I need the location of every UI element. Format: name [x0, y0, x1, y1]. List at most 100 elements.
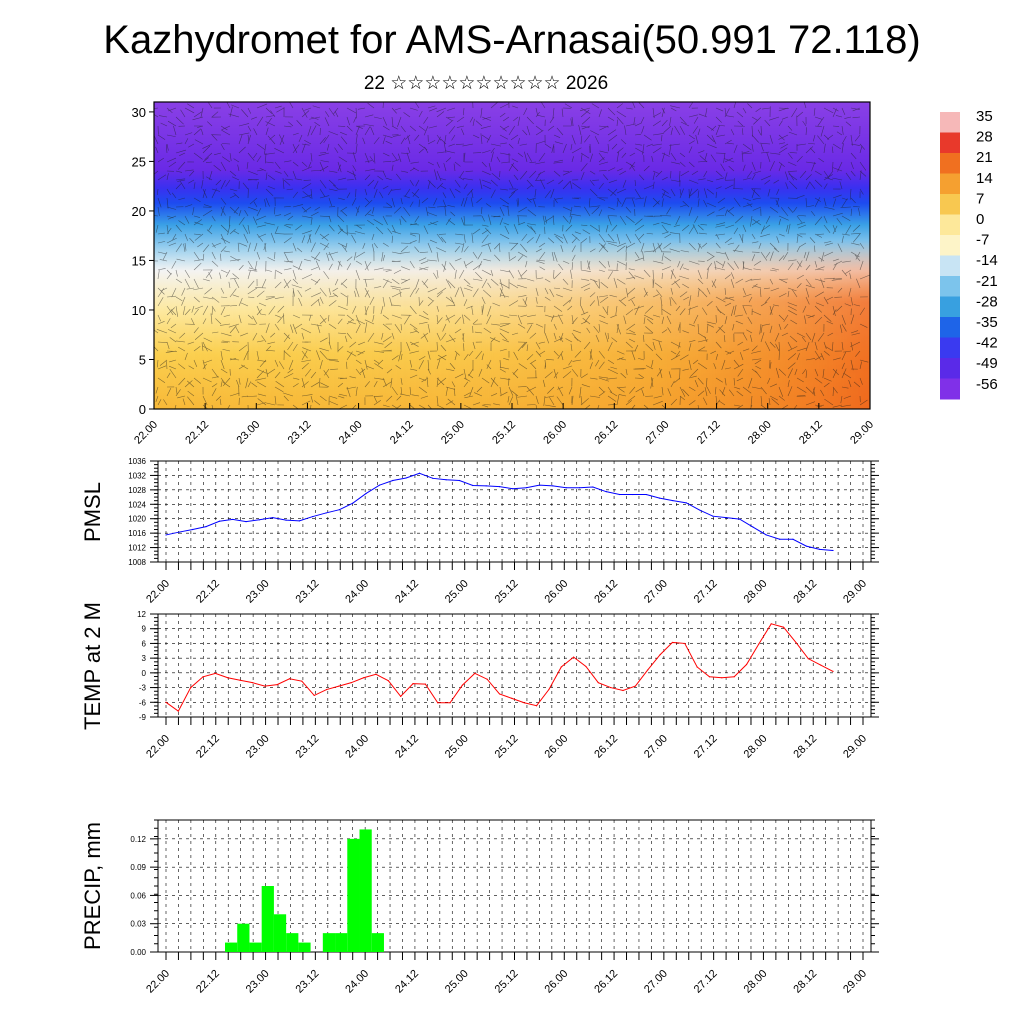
series-point	[165, 534, 167, 536]
series-point	[832, 670, 834, 672]
series-point	[165, 701, 167, 703]
x-tick-label: 28.00	[742, 733, 770, 761]
x-tick-label: 22.12	[194, 733, 222, 761]
colorbar-label: -42	[976, 335, 998, 352]
x-tick-label: 28.12	[797, 419, 825, 447]
series-point	[258, 519, 260, 521]
series-point	[387, 680, 389, 682]
series-point	[412, 683, 414, 685]
series-point	[486, 678, 488, 680]
x-tick-label: 24.00	[343, 733, 371, 761]
series-point	[511, 697, 513, 699]
series-point	[770, 623, 772, 625]
colorbar-swatch	[940, 296, 960, 318]
x-tick-label: 25.00	[443, 968, 471, 996]
series-point	[350, 682, 352, 684]
series-point	[392, 479, 394, 482]
series-point	[264, 685, 266, 687]
precip-bar	[298, 942, 311, 952]
series-point	[288, 678, 291, 680]
series-point	[239, 679, 241, 681]
series-point	[405, 477, 407, 479]
y-tick-label: -9	[139, 713, 147, 722]
x-tick-label: 26.12	[592, 578, 620, 606]
x-tick-label: 27.12	[692, 578, 720, 606]
x-tick-label: 28.00	[742, 968, 770, 996]
series-point	[485, 485, 487, 487]
series-point	[301, 680, 303, 682]
series-point	[807, 658, 809, 660]
x-tick-label: 27.12	[692, 733, 720, 761]
series-point	[684, 642, 686, 645]
precip-bar	[261, 886, 274, 952]
x-tick-label: 28.00	[746, 419, 774, 447]
series-point	[525, 487, 527, 489]
series-point	[312, 515, 314, 518]
colorbar-label: 28	[976, 129, 993, 146]
series-point	[597, 682, 599, 684]
x-tick-label: 24.12	[393, 968, 421, 996]
series-point	[190, 686, 192, 689]
colorbar-swatch	[940, 255, 960, 277]
series-point	[218, 520, 220, 522]
x-tick-label: 23.12	[286, 419, 314, 447]
cross-section-panel: 0 5 10 15 20 25 30 22.00 22.12 23.00 23.12 24.00 24.…	[132, 101, 876, 447]
series-point	[632, 493, 634, 496]
series-point	[352, 502, 354, 504]
colorbar-label: -21	[976, 273, 998, 290]
x-tick-label: 29.00	[848, 419, 876, 447]
x-tick-label: 26.12	[592, 419, 620, 447]
x-tick-label: 27.00	[642, 968, 670, 996]
colorbar-swatch	[940, 112, 960, 133]
series-point	[712, 515, 714, 517]
series-point	[437, 702, 439, 704]
x-tick-label: 24.12	[393, 733, 421, 761]
y-tick-label: -6	[139, 698, 147, 707]
colorbar-label: -7	[976, 232, 989, 249]
series-point	[792, 538, 794, 540]
x-tick-label: 23.00	[244, 968, 272, 996]
series-point	[227, 677, 229, 679]
series-point	[605, 491, 607, 493]
precip-bar	[322, 933, 336, 952]
page-title: Kazhydromet for AMS-Arnasai(50.991 72.11…	[103, 18, 921, 62]
colorbar-label: -49	[976, 355, 998, 372]
colorbar-label: -35	[976, 314, 998, 331]
series-point	[725, 517, 727, 519]
x-tick-label: 26.00	[542, 578, 570, 606]
y-tick-label: 1020	[128, 515, 146, 524]
series-point	[338, 509, 341, 511]
y-axis-title: PMSL	[80, 482, 105, 542]
y-tick-label: 25	[132, 154, 146, 169]
precip-bar	[359, 829, 372, 952]
series-point	[592, 486, 594, 488]
series-point	[285, 519, 287, 521]
series-point	[378, 484, 381, 486]
series-point	[618, 493, 621, 496]
x-tick-label: 28.12	[791, 733, 819, 761]
y-tick-label: 0	[139, 402, 146, 417]
y-tick-label: 1028	[128, 486, 146, 495]
colorbar-swatch	[940, 173, 960, 195]
page-subtitle: 22 ☆☆☆☆☆☆☆☆☆☆ 2026	[363, 73, 609, 94]
series-point	[458, 479, 461, 482]
series-point	[708, 676, 711, 678]
x-tick-label: 22.00	[144, 578, 172, 606]
series-point	[375, 673, 377, 675]
x-tick-label: 25.12	[493, 968, 521, 996]
series-point	[338, 685, 340, 687]
y-tick-label: -3	[139, 684, 147, 693]
precip-bar	[335, 933, 348, 952]
colorbar-swatch	[940, 214, 960, 236]
series-point	[498, 693, 501, 695]
x-tick-label: 27.00	[644, 419, 672, 447]
precip-panel: 0.00 0.03 0.06 0.09 0.12 22.00 22.12 23.00 23.12…	[80, 819, 879, 996]
series-point	[474, 672, 476, 674]
x-tick-label: 28.12	[791, 578, 819, 606]
precip-bar	[237, 923, 250, 952]
y-tick-label: 30	[132, 105, 146, 120]
y-tick-label: 0.12	[130, 835, 146, 844]
colorbar-label: 21	[976, 149, 993, 166]
x-tick-label: 23.12	[294, 733, 322, 761]
series-point	[721, 677, 723, 679]
